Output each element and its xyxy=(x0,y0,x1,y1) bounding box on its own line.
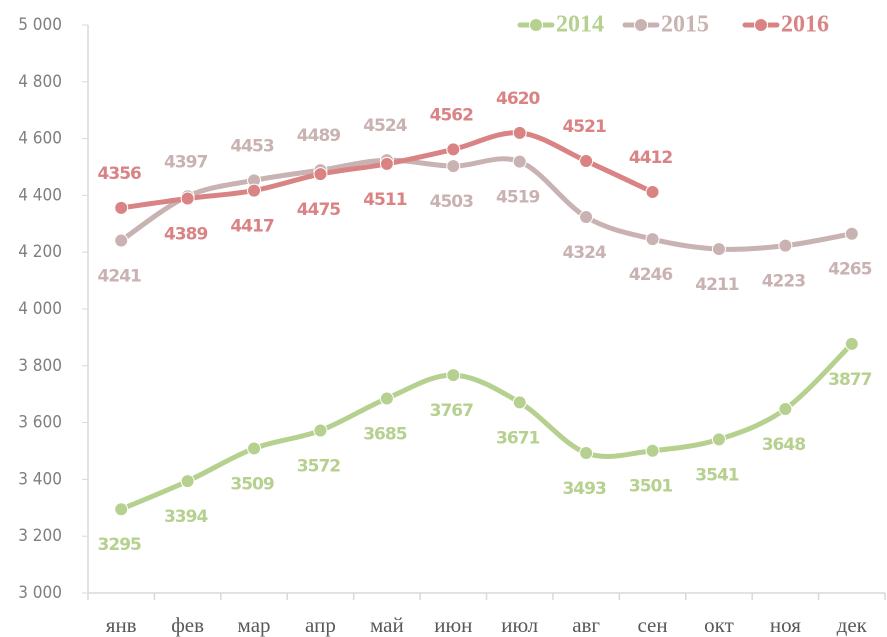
data-label: 4489 xyxy=(297,126,340,146)
data-point xyxy=(645,443,660,458)
x-tick-label: апр xyxy=(305,613,336,637)
data-point xyxy=(114,502,129,517)
legend-marker xyxy=(754,18,768,32)
data-label: 4241 xyxy=(98,267,141,287)
y-tick-label: 3 600 xyxy=(18,413,62,433)
data-point xyxy=(379,156,394,171)
data-label: 4453 xyxy=(230,136,273,156)
data-point xyxy=(180,474,195,489)
data-point xyxy=(711,432,726,447)
data-point xyxy=(645,232,660,247)
data-label: 4417 xyxy=(230,217,273,237)
x-tick-label: авг xyxy=(572,613,600,637)
x-tick-label: июн xyxy=(434,613,472,637)
data-point xyxy=(379,391,394,406)
data-point xyxy=(313,423,328,438)
data-point xyxy=(579,154,594,169)
y-tick-label: 4 600 xyxy=(18,129,62,149)
y-tick-label: 3 400 xyxy=(18,469,62,489)
data-point xyxy=(579,445,594,460)
data-label: 3671 xyxy=(496,428,539,448)
data-point xyxy=(512,395,527,410)
data-label: 4397 xyxy=(164,152,207,172)
data-label: 4524 xyxy=(363,116,407,136)
data-label: 4356 xyxy=(98,164,141,184)
data-label: 3767 xyxy=(430,401,473,421)
data-point xyxy=(778,401,793,416)
data-label: 4562 xyxy=(430,105,473,125)
data-label: 3501 xyxy=(629,477,672,497)
legend-marker xyxy=(634,18,648,32)
data-point xyxy=(180,191,195,206)
data-point xyxy=(645,184,660,199)
x-tick-label: ноя xyxy=(770,613,801,637)
legend-label: 2015 xyxy=(661,12,709,38)
data-label: 4246 xyxy=(629,265,672,285)
data-label: 4324 xyxy=(562,243,606,263)
data-label: 4211 xyxy=(695,275,738,295)
data-label: 3394 xyxy=(164,507,208,527)
data-label: 4620 xyxy=(496,89,540,109)
data-point xyxy=(844,226,859,241)
x-tick-label: июл xyxy=(501,613,538,637)
data-label: 3509 xyxy=(230,474,273,494)
data-label: 4521 xyxy=(562,117,605,137)
data-point xyxy=(579,209,594,224)
data-point xyxy=(778,238,793,253)
x-tick-label: май xyxy=(370,613,404,637)
y-tick-label: 4 200 xyxy=(18,242,62,262)
data-label: 3541 xyxy=(695,465,738,485)
data-point xyxy=(446,142,461,157)
data-label: 4475 xyxy=(297,200,340,220)
data-label: 4503 xyxy=(430,192,473,212)
data-point xyxy=(114,233,129,248)
data-label: 4265 xyxy=(828,260,871,280)
data-label: 4519 xyxy=(496,188,539,208)
data-point xyxy=(512,125,527,140)
data-label: 3295 xyxy=(98,535,141,555)
x-tick-label: окт xyxy=(704,613,734,637)
data-label: 4412 xyxy=(629,148,672,168)
data-point xyxy=(844,336,859,351)
data-point xyxy=(247,183,262,198)
y-tick-label: 4 800 xyxy=(18,72,62,92)
data-label: 3877 xyxy=(828,370,871,390)
x-tick-label: мар xyxy=(238,613,271,637)
y-tick-label: 3 000 xyxy=(18,583,62,603)
x-tick-label: сен xyxy=(637,613,667,637)
y-tick-label: 3 800 xyxy=(18,356,62,376)
data-label: 3493 xyxy=(562,479,605,499)
data-point xyxy=(711,242,726,257)
x-tick-label: фев xyxy=(171,613,204,637)
data-point xyxy=(313,167,328,182)
data-point xyxy=(446,368,461,383)
data-point xyxy=(114,200,129,215)
x-tick-label: дек xyxy=(837,613,868,637)
x-tick-label: янв xyxy=(106,613,137,637)
data-point xyxy=(446,159,461,174)
data-label: 4511 xyxy=(363,190,406,210)
y-tick-label: 4 000 xyxy=(18,299,62,319)
data-label: 3572 xyxy=(297,457,340,477)
data-label: 4223 xyxy=(762,272,805,292)
legend-marker xyxy=(529,18,543,32)
legend-label: 2014 xyxy=(556,12,604,38)
data-point xyxy=(247,441,262,456)
y-tick-label: 5 000 xyxy=(18,15,62,35)
legend-label: 2016 xyxy=(781,12,829,38)
y-tick-label: 3 200 xyxy=(18,526,62,546)
data-label: 3685 xyxy=(363,424,406,444)
data-point xyxy=(512,154,527,169)
y-tick-label: 4 400 xyxy=(18,185,62,205)
data-label: 3648 xyxy=(762,435,805,455)
data-label: 4389 xyxy=(164,225,207,245)
